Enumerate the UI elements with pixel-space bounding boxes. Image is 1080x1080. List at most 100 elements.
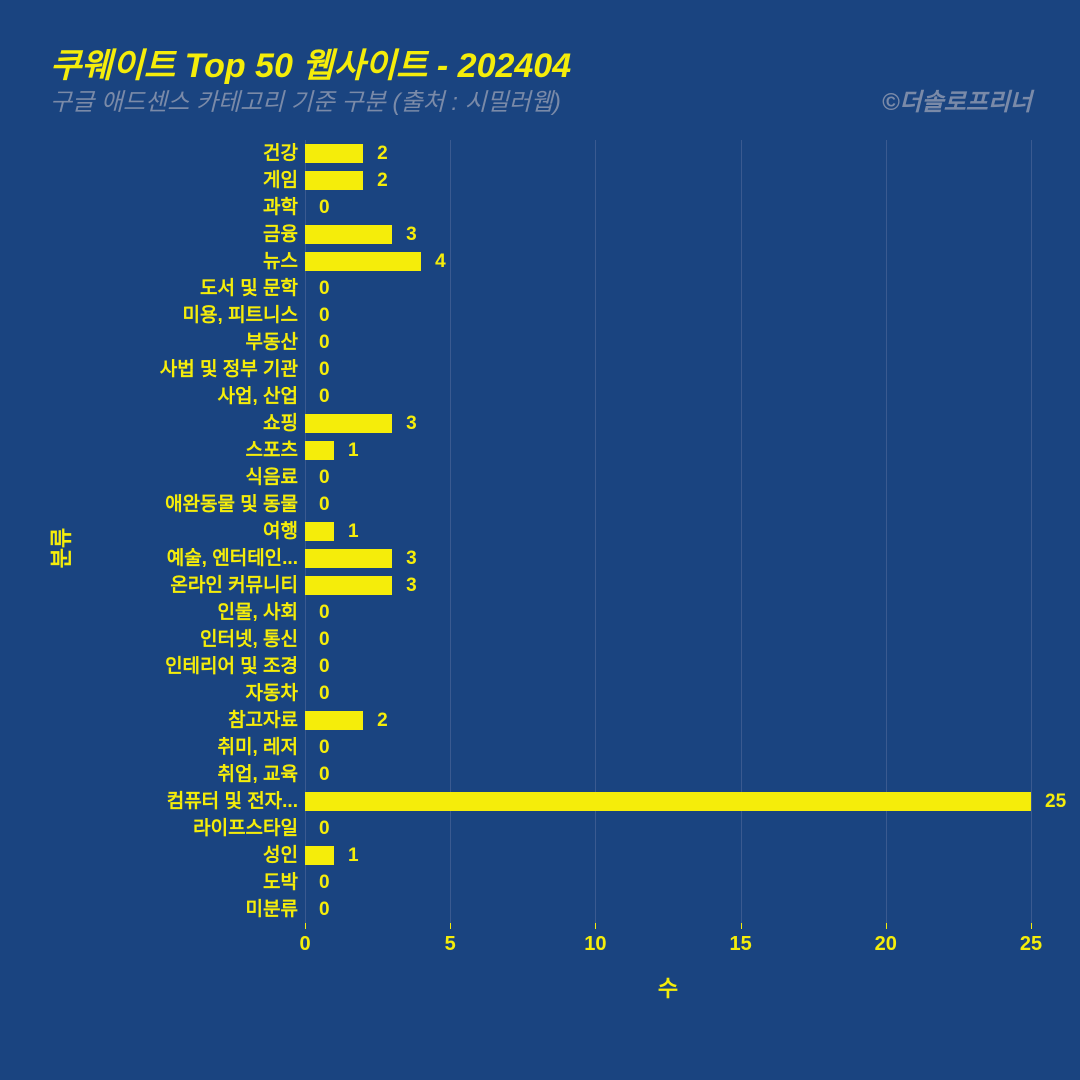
chart-subtitle: 구글 애드센스 카테고리 기준 구분 (출처 : 시밀러웹) [50, 82, 561, 117]
category-label: 쇼핑 [38, 410, 298, 437]
category-label: 취업, 교육 [38, 761, 298, 788]
value-label: 2 [377, 167, 388, 194]
x-tick-mark [1031, 923, 1032, 929]
category-label: 과학 [38, 194, 298, 221]
category-label: 건강 [38, 140, 298, 167]
category-label: 도서 및 문학 [38, 275, 298, 302]
value-label: 0 [319, 626, 330, 653]
category-label: 온라인 커뮤니티 [38, 572, 298, 599]
category-label: 미분류 [38, 896, 298, 923]
category-label: 인물, 사회 [38, 599, 298, 626]
bar-row: 여행 1 [0, 518, 1080, 545]
category-label: 사법 및 정부 기관 [38, 356, 298, 383]
value-label: 0 [319, 653, 330, 680]
value-label: 0 [319, 464, 330, 491]
value-label: 0 [319, 761, 330, 788]
bar-row: 성인 1 [0, 842, 1080, 869]
bar-row: 취미, 레저0 [0, 734, 1080, 761]
category-label: 컴퓨터 및 전자... [38, 788, 298, 815]
value-label: 2 [377, 140, 388, 167]
bar [305, 171, 363, 190]
x-tick-mark [305, 923, 306, 929]
category-label: 여행 [38, 518, 298, 545]
chart-title: 쿠웨이트 Top 50 웹사이트 - 202404 [50, 38, 571, 87]
bar-row: 취업, 교육 0 [0, 761, 1080, 788]
category-label: 금융 [38, 221, 298, 248]
x-axis-label: 수 [658, 971, 678, 1003]
bar-row: 도서 및 문학 0 [0, 275, 1080, 302]
bar-row: 참고자료2 [0, 707, 1080, 734]
category-label: 뉴스 [38, 248, 298, 275]
bar [305, 414, 392, 433]
bar [305, 441, 334, 460]
bar-row: 건강 2 [0, 140, 1080, 167]
chart-credit: ©더솔로프리너 [882, 82, 1032, 117]
bar-row: 라이프스타일0 [0, 815, 1080, 842]
bar-row: 인터넷, 통신0 [0, 626, 1080, 653]
value-label: 25 [1045, 788, 1066, 815]
x-tick-label: 10 [584, 933, 606, 956]
value-label: 1 [348, 842, 359, 869]
category-label: 도박 [38, 869, 298, 896]
value-label: 3 [406, 410, 417, 437]
bar-row: 스포츠 1 [0, 437, 1080, 464]
x-tick-label: 0 [299, 933, 310, 956]
bar-row: 게임 2 [0, 167, 1080, 194]
chart-container: 건강2게임2과학0금융3뉴스4도서 및 문학0미용, 피트니스0부동산0사법 및… [0, 130, 1080, 1030]
value-label: 1 [348, 518, 359, 545]
bar-row: 미용, 피트니스0 [0, 302, 1080, 329]
bar-row: 애완동물 및 동물 0 [0, 491, 1080, 518]
bar-row: 식음료0 [0, 464, 1080, 491]
value-label: 0 [319, 356, 330, 383]
bar-row: 부동산 0 [0, 329, 1080, 356]
bar-row: 예술, 엔터테인... 3 [0, 545, 1080, 572]
bar [305, 846, 334, 865]
bar-row: 미분류0 [0, 896, 1080, 923]
bar [305, 792, 1031, 811]
bar-row: 사업, 산업0 [0, 383, 1080, 410]
value-label: 0 [319, 680, 330, 707]
value-label: 2 [377, 707, 388, 734]
category-label: 자동차 [38, 680, 298, 707]
bar-row: 과학 0 [0, 194, 1080, 221]
bar-row: 온라인 커뮤니티 3 [0, 572, 1080, 599]
category-label: 예술, 엔터테인... [38, 545, 298, 572]
x-tick-label: 25 [1020, 933, 1042, 956]
value-label: 0 [319, 869, 330, 896]
value-label: 0 [319, 734, 330, 761]
value-label: 0 [319, 194, 330, 221]
bar-row: 컴퓨터 및 전자... 25 [0, 788, 1080, 815]
bar [305, 225, 392, 244]
bar-row: 자동차 0 [0, 680, 1080, 707]
category-label: 스포츠 [38, 437, 298, 464]
bar [305, 522, 334, 541]
bar-row: 사법 및 정부 기관 0 [0, 356, 1080, 383]
value-label: 0 [319, 383, 330, 410]
value-label: 0 [319, 275, 330, 302]
category-label: 라이프스타일 [38, 815, 298, 842]
value-label: 3 [406, 545, 417, 572]
value-label: 0 [319, 329, 330, 356]
category-label: 애완동물 및 동물 [38, 491, 298, 518]
category-label: 게임 [38, 167, 298, 194]
bar [305, 144, 363, 163]
bar-row: 쇼핑 3 [0, 410, 1080, 437]
category-label: 부동산 [38, 329, 298, 356]
x-tick-mark [886, 923, 887, 929]
x-tick-label: 5 [445, 933, 456, 956]
bar-row: 인물, 사회 0 [0, 599, 1080, 626]
value-label: 0 [319, 491, 330, 518]
bar-row: 금융 3 [0, 221, 1080, 248]
bar-row: 도박 0 [0, 869, 1080, 896]
category-label: 성인 [38, 842, 298, 869]
x-tick-mark [450, 923, 451, 929]
value-label: 0 [319, 599, 330, 626]
value-label: 3 [406, 572, 417, 599]
value-label: 3 [406, 221, 417, 248]
bar-row: 인테리어 및 조경0 [0, 653, 1080, 680]
value-label: 1 [348, 437, 359, 464]
bar [305, 252, 421, 271]
y-axis-label: 분류 [44, 527, 76, 567]
bar-row: 뉴스4 [0, 248, 1080, 275]
x-tick-label: 20 [875, 933, 897, 956]
